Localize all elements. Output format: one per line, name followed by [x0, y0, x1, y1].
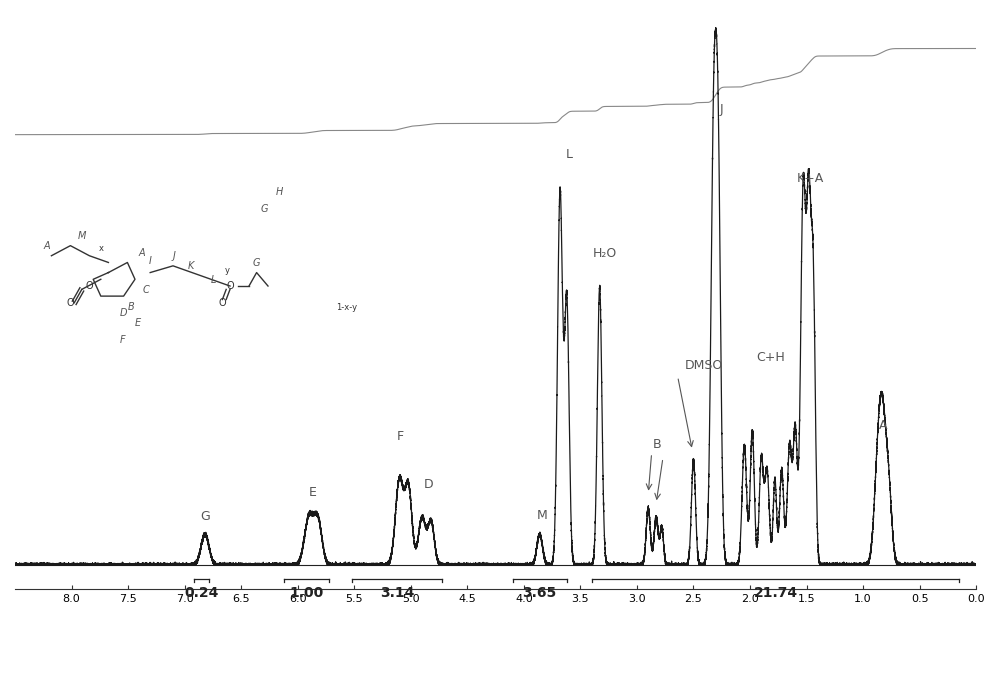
- Text: D: D: [424, 479, 434, 491]
- Text: B: B: [653, 437, 662, 450]
- Text: J: J: [173, 251, 176, 261]
- Text: E: E: [135, 318, 141, 328]
- Text: x: x: [99, 244, 104, 252]
- Text: L: L: [211, 275, 216, 285]
- Text: J: J: [720, 102, 724, 116]
- Text: C+H: C+H: [756, 351, 785, 364]
- Text: 0.24: 0.24: [184, 586, 219, 600]
- Text: O: O: [226, 281, 234, 291]
- Text: D: D: [120, 308, 127, 318]
- Text: O: O: [86, 281, 93, 291]
- Text: E: E: [308, 487, 316, 499]
- Text: O: O: [67, 298, 74, 308]
- Text: G: G: [253, 258, 260, 268]
- Text: DMSO: DMSO: [684, 359, 723, 371]
- Text: y: y: [224, 266, 229, 275]
- Text: F: F: [397, 430, 404, 444]
- Text: I: I: [148, 256, 151, 266]
- Text: G: G: [200, 510, 210, 523]
- Text: 21.74: 21.74: [753, 586, 798, 600]
- Text: 1-x-y: 1-x-y: [336, 303, 358, 312]
- Text: F: F: [120, 335, 125, 345]
- Text: A: A: [44, 241, 50, 251]
- Text: 3.65: 3.65: [523, 586, 557, 600]
- Text: 1.00: 1.00: [290, 586, 324, 600]
- Text: A: A: [879, 419, 888, 432]
- Text: K: K: [188, 261, 195, 271]
- Text: H₂O: H₂O: [593, 247, 617, 260]
- Text: H: H: [276, 187, 283, 197]
- Text: G: G: [260, 204, 268, 214]
- Text: M: M: [78, 231, 86, 241]
- Text: B: B: [127, 302, 134, 312]
- Text: A: A: [139, 248, 145, 258]
- Text: C: C: [143, 285, 149, 295]
- Text: 3.14: 3.14: [380, 586, 414, 600]
- Text: O: O: [219, 298, 226, 308]
- Text: K+A: K+A: [796, 172, 824, 185]
- Text: L: L: [566, 148, 573, 161]
- Text: M: M: [537, 509, 547, 522]
